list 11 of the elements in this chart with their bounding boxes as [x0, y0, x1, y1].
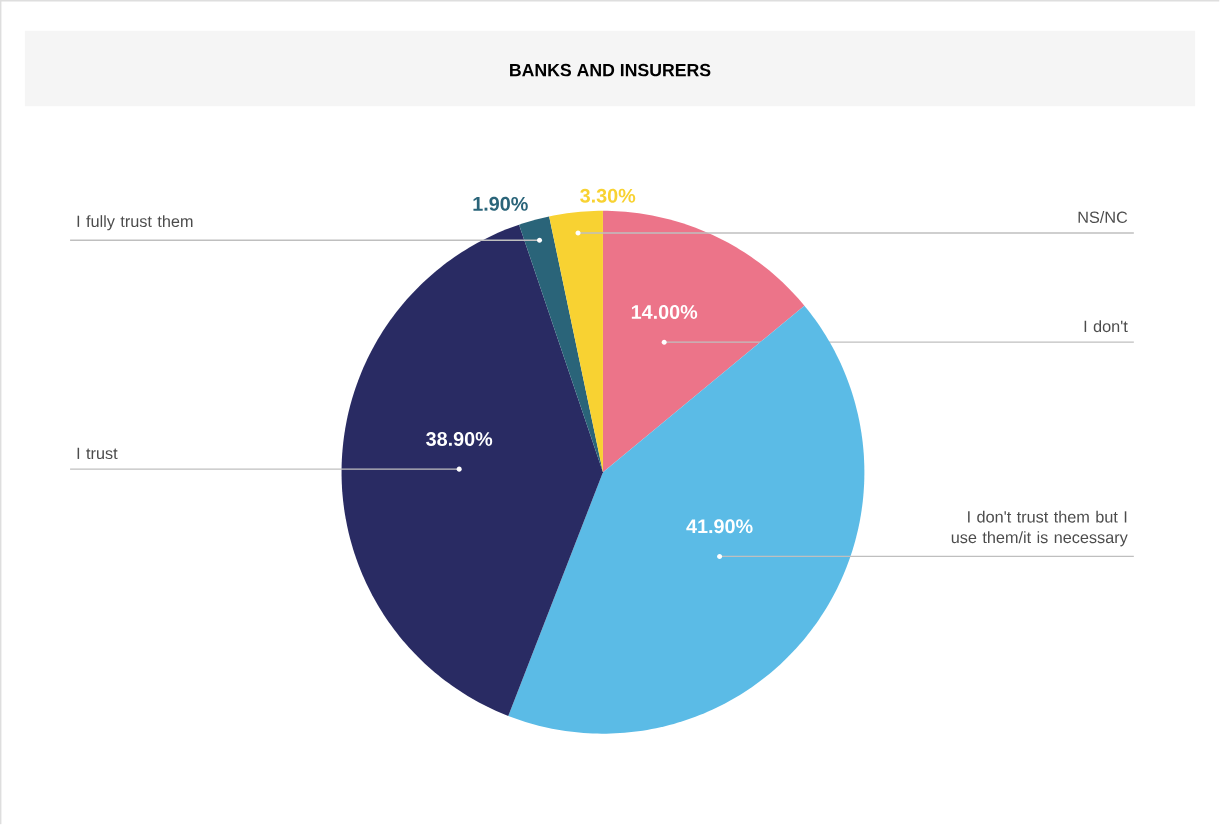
- data-label: 14.00%: [631, 305, 698, 320]
- slice-label: NS/NC: [1078, 211, 1128, 224]
- data-label: 38.90%: [426, 432, 493, 447]
- data-label: 3.30%: [580, 188, 636, 203]
- data-label: 41.90%: [686, 519, 753, 534]
- slice-label: I trust: [77, 447, 118, 460]
- slice-label: I fully trust them: [77, 215, 193, 231]
- slice-label: I don't trust them but I use them/it is necessary: [951, 510, 1128, 547]
- slice-label: I don't: [1084, 320, 1128, 333]
- data-label: 1.90%: [473, 196, 528, 211]
- chart-title: BANKS AND INSURERS: [510, 63, 711, 77]
